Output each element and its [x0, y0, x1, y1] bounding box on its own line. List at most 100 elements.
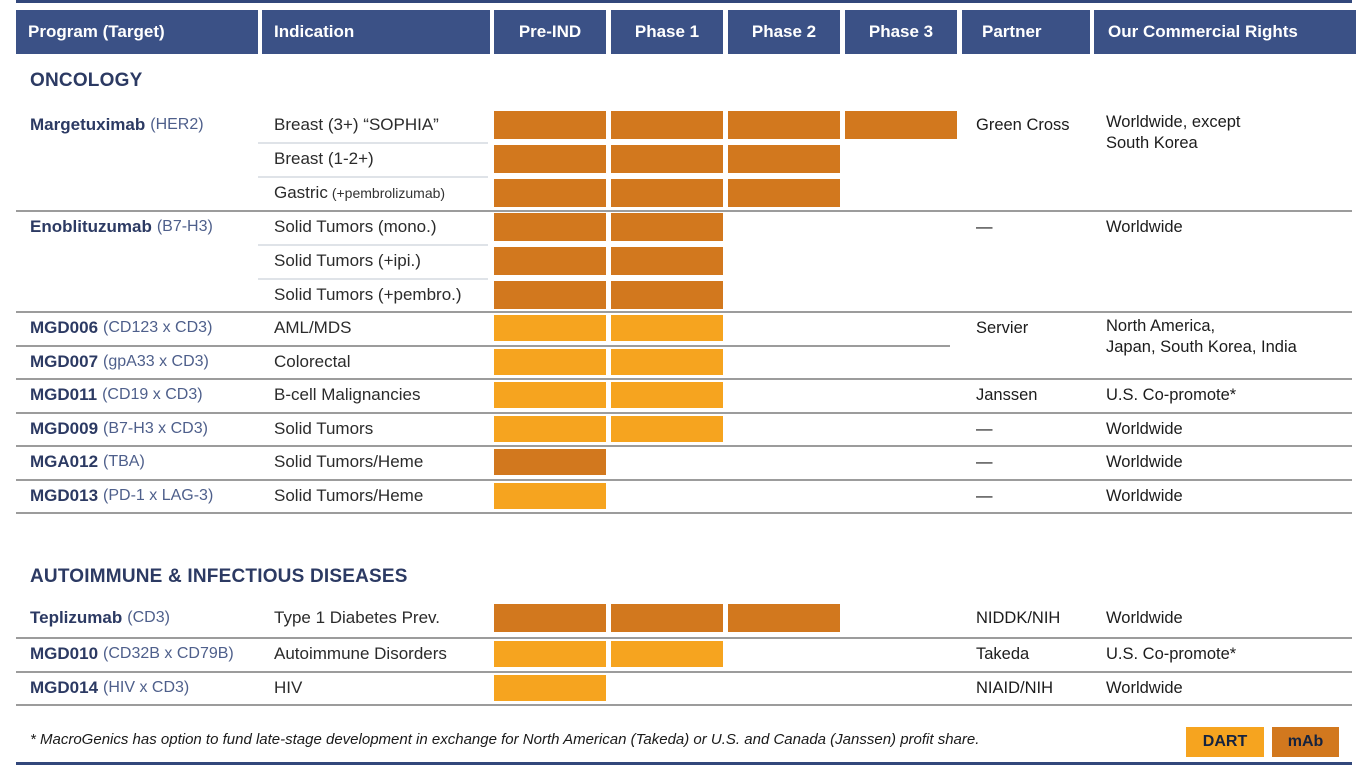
phase-bar-mab [611, 179, 723, 207]
program-divider [16, 445, 1352, 447]
legend-mab-swatch: mAb [1272, 727, 1339, 757]
program-target: (TBA) [103, 453, 145, 470]
program-name: MGD014 [30, 678, 99, 697]
phase-bar-dart [494, 675, 606, 701]
phase-bar-mab [611, 145, 723, 173]
indication-text: AML/MDS [274, 318, 352, 337]
phase-bar-dart [494, 416, 606, 442]
indication-label: Breast (1-2+) [274, 145, 374, 173]
program-divider [16, 637, 1352, 639]
indication-label: Solid Tumors (+pembro.) [274, 281, 462, 309]
phase-bar-mab [494, 604, 606, 632]
program-label: MGD011 (CD19 x CD3) [30, 382, 203, 408]
phase-bar-mab [611, 213, 723, 241]
program-name: MGD010 [30, 644, 99, 663]
phase-bar-mab [728, 145, 840, 173]
partner-label: NIDDK/NIH [976, 608, 1061, 627]
program-divider [16, 412, 1352, 414]
phase-bar-mab [494, 179, 606, 207]
partner-label: Green Cross [976, 115, 1070, 134]
indication-text: Breast (3+) “SOPHIA” [274, 115, 439, 134]
program-label: MGD010 (CD32B x CD79B) [30, 641, 234, 667]
indication-text: Solid Tumors/Heme [274, 486, 424, 505]
program-target: (CD3) [127, 609, 170, 626]
indication-text: Solid Tumors (+pembro.) [274, 285, 462, 304]
program-target: (CD123 x CD3) [103, 319, 213, 336]
partner-label: Servier [976, 318, 1029, 337]
phase-bar-mab [611, 604, 723, 632]
program-label: MGD009 (B7-H3 x CD3) [30, 416, 208, 442]
indication-text: Solid Tumors (+ipi.) [274, 251, 421, 270]
program-label: MGA012 (TBA) [30, 449, 145, 475]
commercial-rights-label: Worldwide [1106, 608, 1183, 627]
commercial-rights-label: Worldwide [1106, 217, 1183, 236]
indication-label: Solid Tumors/Heme [274, 483, 423, 509]
indication-text: Breast (1-2+) [274, 149, 374, 168]
program-label: Teplizumab (CD3) [30, 604, 170, 632]
partner-label: — [976, 217, 993, 236]
phase-bar-mab [494, 247, 606, 275]
indication-label: Breast (3+) “SOPHIA” [274, 111, 439, 139]
indication-divider [258, 142, 488, 144]
program-name: MGD013 [30, 486, 99, 505]
program-target: (HIV x CD3) [103, 679, 190, 696]
indication-label: Solid Tumors/Heme [274, 449, 423, 475]
program-target: (HER2) [150, 116, 204, 133]
phase-bar-mab [728, 111, 840, 139]
column-header: Partner [962, 10, 1090, 54]
legend: DART mAb [1186, 727, 1339, 757]
program-divider [16, 671, 1352, 673]
phase-bar-dart [494, 349, 606, 375]
indication-text: Solid Tumors (mono.) [274, 217, 437, 236]
phase-bar-mab [494, 111, 606, 139]
column-header: Phase 1 [611, 10, 723, 54]
bottom-border [16, 762, 1352, 765]
partner-label: — [976, 486, 993, 505]
program-target: (gpA33 x CD3) [103, 353, 209, 370]
partner-label: Janssen [976, 385, 1038, 404]
indication-text: Gastric [274, 183, 328, 202]
indication-label: Type 1 Diabetes Prev. [274, 604, 440, 632]
program-label: MGD013 (PD-1 x LAG-3) [30, 483, 213, 509]
program-target: (CD32B x CD79B) [103, 645, 234, 662]
program-name: MGD009 [30, 419, 99, 438]
phase-bar-mab [728, 179, 840, 207]
program-name: Enoblituzumab [30, 217, 152, 236]
indication-label: Solid Tumors (mono.) [274, 213, 437, 241]
indication-suffix: (+pembrolizumab) [331, 185, 446, 201]
program-divider [16, 210, 1352, 212]
program-target: (B7-H3) [156, 218, 213, 235]
program-label: MGD007 (gpA33 x CD3) [30, 349, 209, 375]
commercial-rights-label: U.S. Co-promote* [1106, 644, 1237, 663]
program-divider [16, 479, 1352, 481]
commercial-rights-label: Worldwide [1106, 486, 1183, 505]
indication-label: Solid Tumors [274, 416, 373, 442]
indication-label: HIV [274, 675, 302, 701]
phase-bar-dart [494, 315, 606, 341]
column-header: Program (Target) [16, 10, 258, 54]
phase-bar-mab [494, 145, 606, 173]
indication-text: Colorectal [274, 352, 351, 371]
phase-bar-mab [845, 111, 957, 139]
program-name: MGA012 [30, 452, 99, 471]
footnote: * MacroGenics has option to fund late-st… [30, 731, 980, 748]
indication-divider [258, 244, 488, 246]
partner-label: — [976, 452, 993, 471]
program-divider [16, 311, 1352, 313]
commercial-rights-label: Worldwide [1106, 452, 1183, 471]
program-label: MGD014 (HIV x CD3) [30, 675, 189, 701]
phase-bar-dart [611, 382, 723, 408]
commercial-rights-label: Worldwide [1106, 678, 1183, 697]
phase-bar-mab [494, 449, 606, 475]
commercial-rights-label: North America, Japan, South Korea, India [1106, 317, 1297, 356]
column-header: Phase 3 [845, 10, 957, 54]
indication-label: B-cell Malignancies [274, 382, 420, 408]
program-name: Teplizumab [30, 608, 123, 627]
section-heading: ONCOLOGY [30, 70, 143, 91]
indication-label: Autoimmune Disorders [274, 641, 447, 667]
indication-text: Solid Tumors/Heme [274, 452, 424, 471]
phase-bar-mab [611, 281, 723, 309]
program-target: (PD-1 x LAG-3) [103, 487, 214, 504]
top-border [16, 0, 1352, 3]
